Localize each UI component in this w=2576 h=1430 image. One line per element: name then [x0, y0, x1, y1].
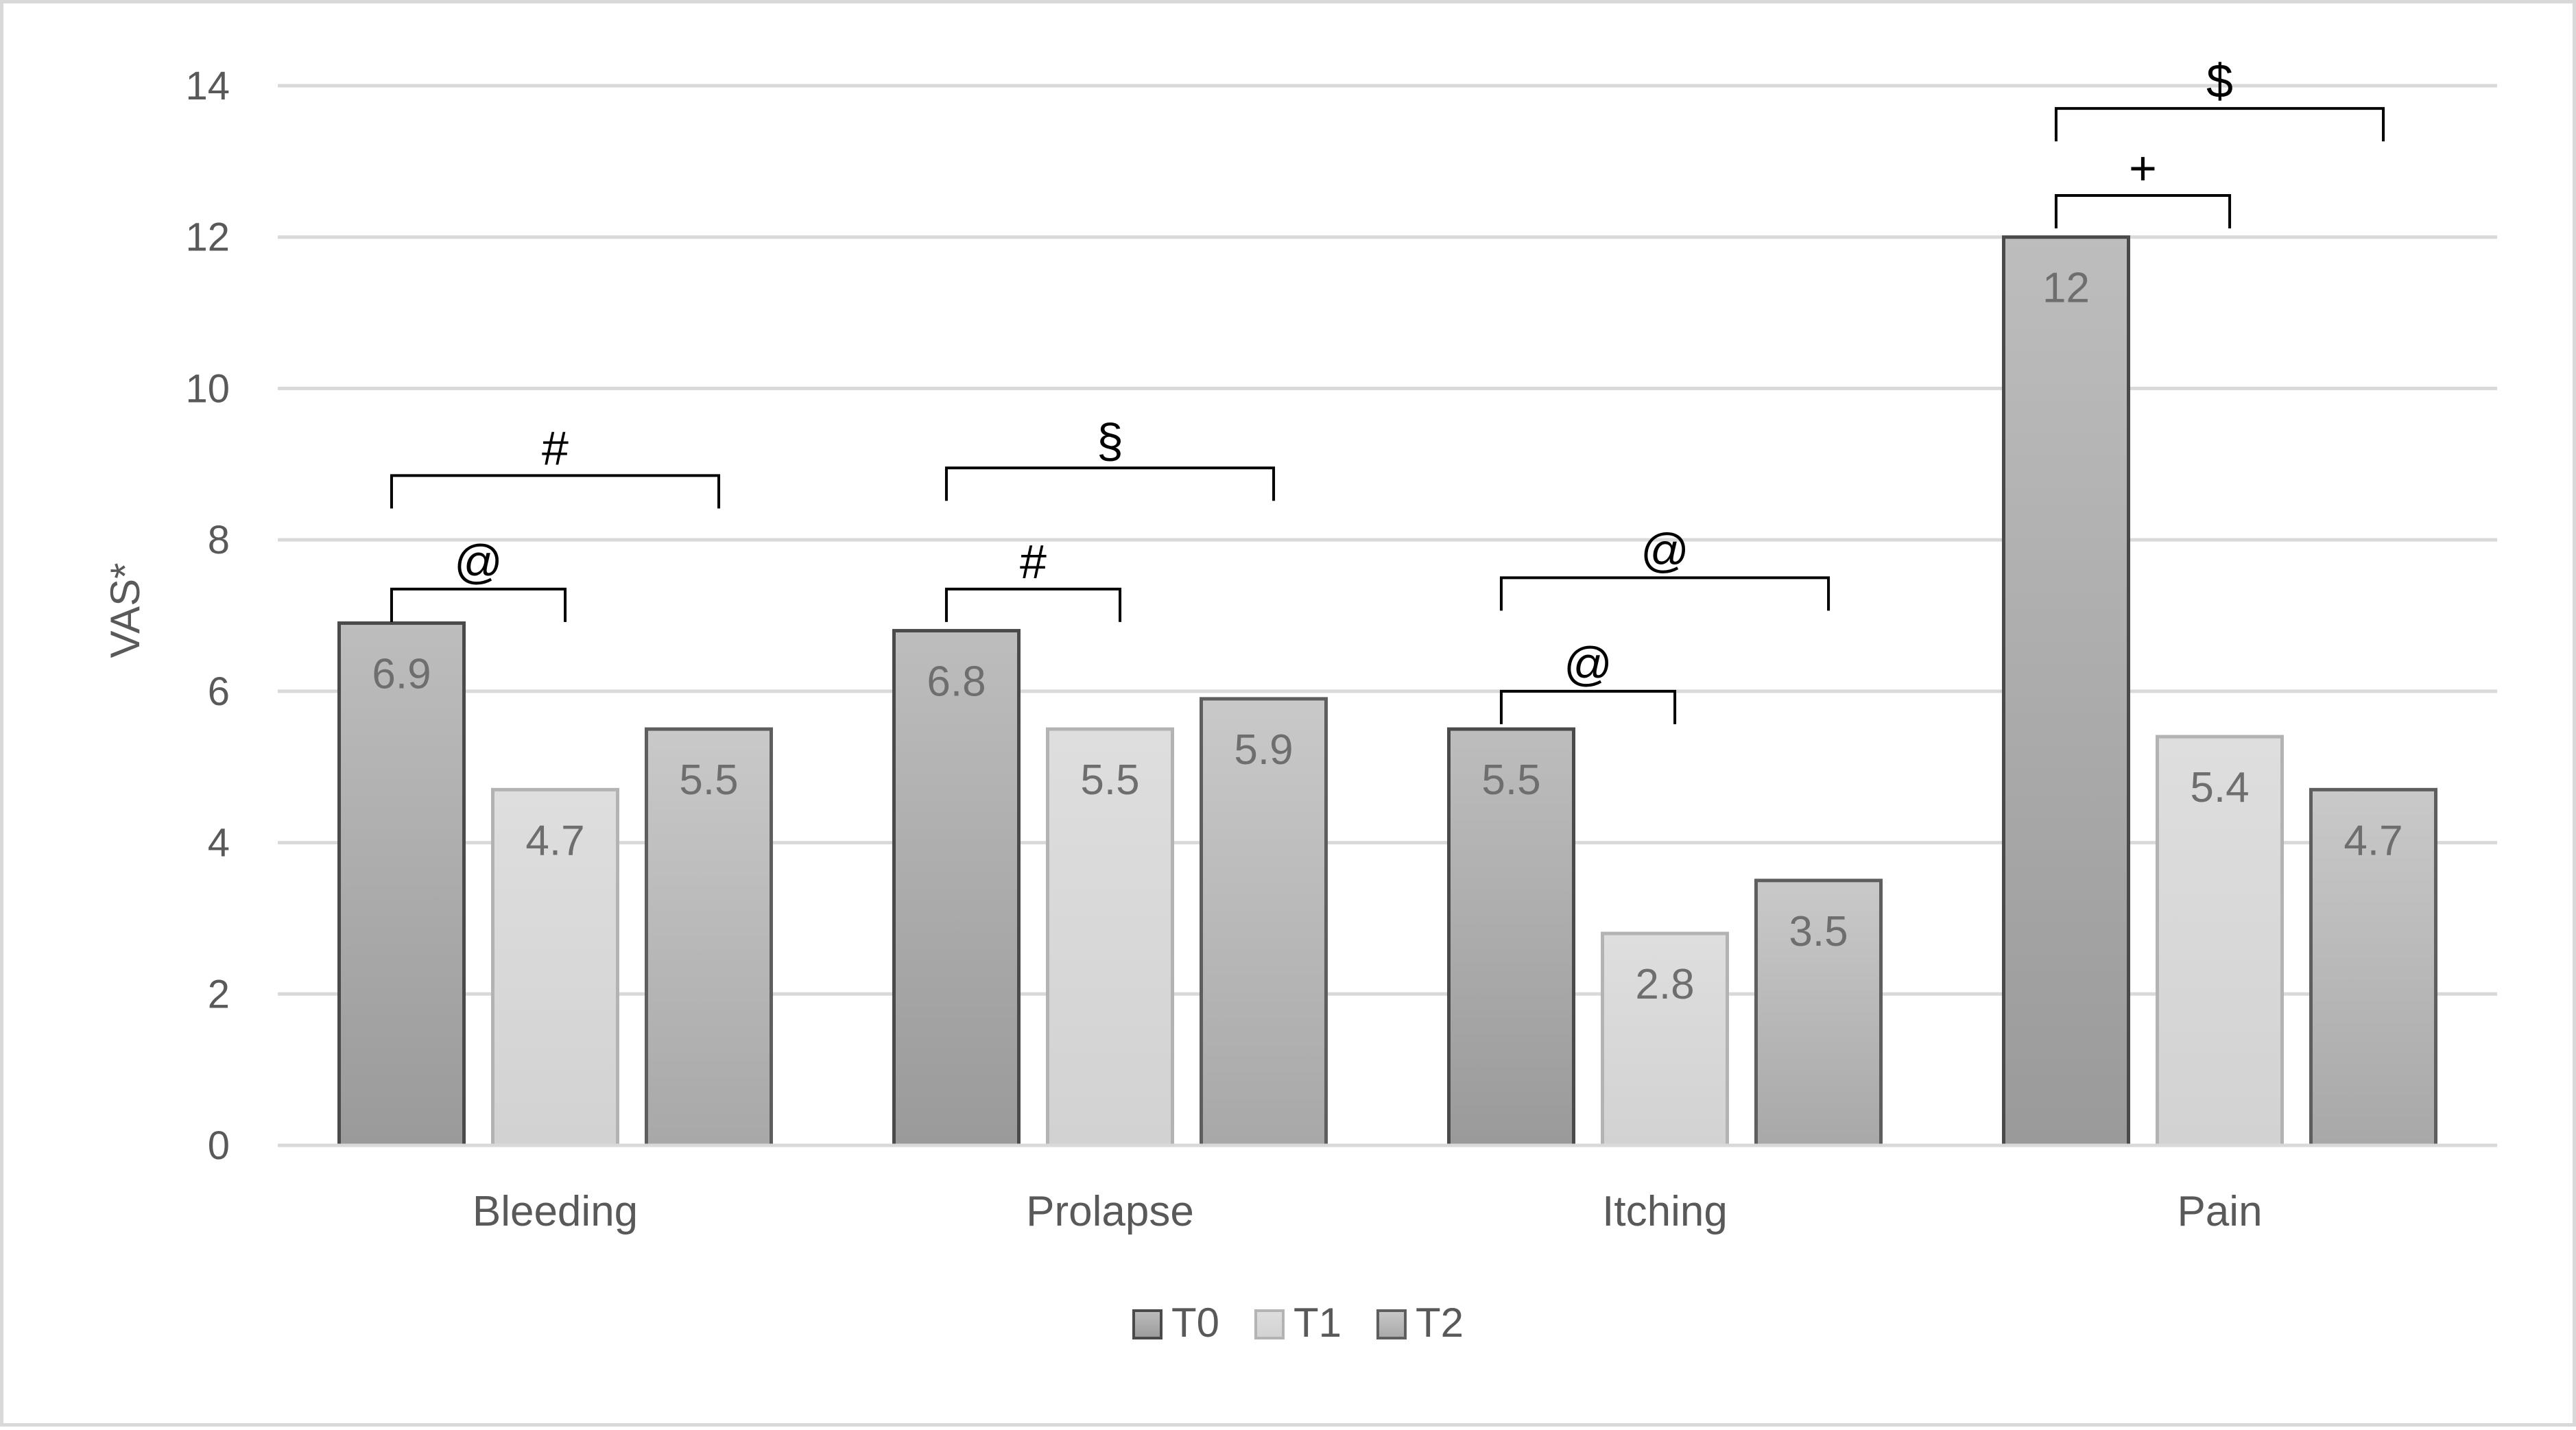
data-label: 5.5: [679, 756, 738, 804]
legend-label: T1: [1293, 1300, 1341, 1346]
bar-t1-itching: [1601, 931, 1729, 1147]
data-label: 5.9: [1234, 726, 1293, 774]
data-label: 4.7: [2344, 817, 2402, 864]
bar-chart: 0 2 4 6 8 10 12 14 VAS* 6.9 6.8 5.5 12 4.7 5.5 2.8 5.4…: [102, 54, 2497, 1346]
bar-t1-pain: [2156, 735, 2284, 1147]
y-tick-label: 14: [185, 64, 230, 108]
bar-t0-pain: [2002, 235, 2130, 1147]
significance-symbol: +: [2129, 141, 2157, 195]
y-tick-label: 12: [185, 215, 230, 260]
y-axis-title: VAS*: [102, 563, 148, 658]
significance-bracket: [390, 587, 567, 622]
y-tick-label: 6: [208, 669, 230, 714]
significance-bracket: [944, 466, 1276, 501]
y-tick-label: 0: [208, 1123, 230, 1168]
bar-t2-prolapse: [1200, 697, 1328, 1147]
y-tick-label: 2: [208, 972, 230, 1016]
bar-t1-bleeding: [491, 787, 619, 1147]
bars: [337, 235, 2437, 1147]
legend-label: T2: [1416, 1300, 1464, 1346]
data-label: 5.5: [1080, 756, 1139, 804]
y-axis-ticks: 0 2 4 6 8 10 12 14: [185, 64, 230, 1168]
bar-t1-prolapse: [1046, 727, 1174, 1147]
significance-symbol: $: [2206, 54, 2233, 108]
legend-swatch-t2: [1376, 1309, 1407, 1339]
significance-bracket: [390, 474, 721, 509]
legend-swatch-t1: [1254, 1309, 1285, 1339]
category-label: Prolapse: [1026, 1188, 1194, 1235]
bar-t0-prolapse: [892, 629, 1021, 1147]
data-label: 5.5: [1481, 756, 1540, 804]
significance-symbol: @: [1564, 637, 1612, 691]
data-label: 4.7: [525, 817, 584, 864]
significance-bracket: [944, 587, 1122, 622]
data-labels: 6.9 6.8 5.5 12 4.7 5.5 2.8 5.4 5.5 5.9 3.5 4.7: [372, 265, 2402, 1008]
significance-symbol: #: [542, 421, 569, 475]
legend: T0 T1 T2: [1132, 1300, 1464, 1346]
significance-symbol: §: [1097, 414, 1123, 467]
bar-t2-pain: [2309, 787, 2437, 1147]
significance-symbol: #: [1020, 535, 1047, 588]
category-label: Itching: [1602, 1188, 1728, 1235]
data-label: 3.5: [1789, 908, 1848, 955]
significance-bracket: [1499, 576, 1830, 611]
data-label: 12: [2042, 265, 2090, 312]
bar-t2-itching: [1754, 879, 1883, 1147]
significance-bracket: [2054, 107, 2385, 142]
significance-bracket: [1499, 689, 1677, 724]
data-label: 5.4: [2190, 764, 2249, 811]
category-label: Pain: [2177, 1188, 2262, 1235]
significance-brackets: @ # # § @ @ + $: [390, 54, 2385, 724]
data-label: 6.9: [372, 651, 431, 698]
x-axis-categories: Bleeding Prolapse Itching Pain: [473, 1188, 2263, 1235]
data-label: 2.8: [1635, 961, 1694, 1008]
bar-t0-bleeding: [337, 621, 466, 1147]
legend-swatch-t0: [1132, 1309, 1162, 1339]
significance-symbol: @: [1641, 523, 1689, 577]
y-tick-label: 10: [185, 366, 230, 411]
category-label: Bleeding: [473, 1188, 638, 1235]
significance-bracket: [2054, 194, 2232, 229]
legend-label: T0: [1171, 1300, 1219, 1346]
y-tick-label: 8: [208, 518, 230, 562]
significance-symbol: @: [454, 535, 503, 588]
y-tick-label: 4: [208, 821, 230, 866]
data-label: 6.8: [927, 658, 986, 706]
bar-t0-itching: [1447, 727, 1575, 1147]
